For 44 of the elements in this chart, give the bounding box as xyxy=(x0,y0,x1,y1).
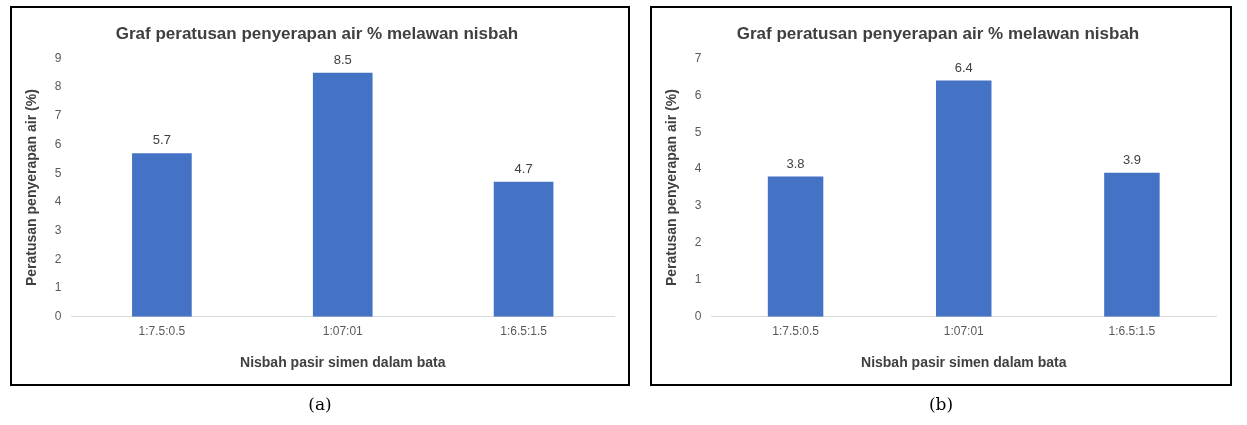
y-axis-title: Peratusan penyerapan air (%) xyxy=(663,89,680,287)
bar xyxy=(935,80,992,317)
data-label: 3.8 xyxy=(786,155,805,171)
x-tick-label: 1:7.5:0.5 xyxy=(138,324,186,339)
y-tick-label: 4 xyxy=(694,161,702,176)
y-tick-label: 6 xyxy=(54,136,62,151)
x-tick-label: 1:6.5:1.5 xyxy=(500,324,548,339)
y-tick-label: 8 xyxy=(54,79,62,94)
y-axis-title: Peratusan penyerapan air (%) xyxy=(23,89,40,287)
data-label: 4.7 xyxy=(514,160,533,176)
y-tick-label: 3 xyxy=(694,198,702,213)
y-tick-label: 1 xyxy=(694,272,702,287)
text: (a) xyxy=(307,394,333,414)
x-tick-label: 1:7.5:0.5 xyxy=(772,324,820,339)
x-axis-title: Nisbah pasir simen dalam bata xyxy=(861,354,1067,371)
y-tick-label: 0 xyxy=(694,309,702,324)
x-tick-label: 1:6.5:1.5 xyxy=(1108,324,1156,339)
bar xyxy=(132,153,192,317)
data-label: 3.9 xyxy=(1122,151,1141,167)
data-label: 8.5 xyxy=(333,51,352,67)
chart-title: Graf peratusan penyerapan air % melawan nisbah xyxy=(736,23,1140,43)
y-tick-label: 0 xyxy=(54,309,62,324)
y-tick-label: 4 xyxy=(54,194,62,209)
y-tick-label: 6 xyxy=(694,87,702,102)
bar xyxy=(312,72,373,317)
y-tick-label: 3 xyxy=(54,222,62,237)
chart-title: Graf peratusan penyerapan air % melawan nisbah xyxy=(115,23,519,43)
bar xyxy=(1104,172,1160,317)
x-tick-label: 1:07:01 xyxy=(322,324,364,339)
y-tick-label: 5 xyxy=(54,165,62,180)
y-tick-label: 9 xyxy=(54,50,62,65)
x-tick-label: 1:07:01 xyxy=(943,324,985,339)
y-tick-label: 7 xyxy=(54,108,62,123)
bar xyxy=(493,181,554,317)
y-tick-label: 2 xyxy=(54,251,62,266)
data-label: 5.7 xyxy=(152,132,171,148)
text: (b) xyxy=(927,394,955,414)
y-tick-label: 1 xyxy=(54,280,62,295)
bar xyxy=(767,176,824,317)
data-label: 6.4 xyxy=(954,59,973,75)
x-axis-title: Nisbah pasir simen dalam bata xyxy=(240,354,446,371)
y-tick-label: 5 xyxy=(694,124,702,139)
y-tick-label: 7 xyxy=(694,50,702,65)
y-tick-label: 2 xyxy=(694,235,702,250)
